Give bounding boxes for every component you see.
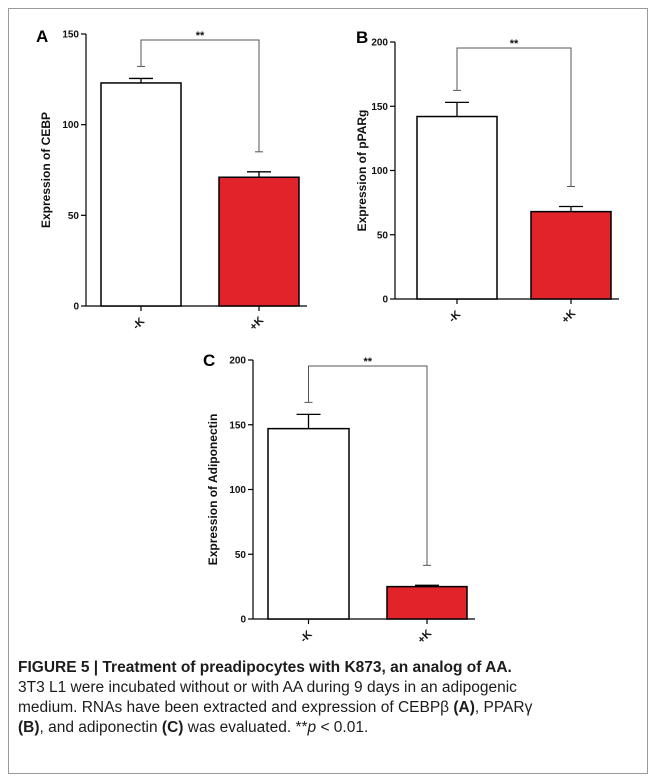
y-axis-title: Expression of pPARg	[355, 110, 369, 232]
category-label: -K	[298, 628, 315, 645]
ref-a: (A)	[453, 699, 475, 716]
category-label: +K	[416, 628, 435, 647]
ref-b: (B)	[18, 719, 40, 736]
significance-bracket	[140, 39, 260, 152]
caption-title: FIGURE 5 | Treatment of preadipocytes wi…	[18, 659, 512, 676]
bar-plus-k	[386, 585, 468, 620]
y-tick-label: 100	[229, 485, 246, 496]
bar-minus-k	[100, 82, 182, 307]
y-tick-label: 200	[371, 38, 388, 49]
significance-label: **	[510, 38, 519, 50]
y-tick-label: 200	[229, 356, 246, 367]
y-tick-label: 100	[371, 166, 388, 177]
figure-caption: FIGURE 5 | Treatment of preadipocytes wi…	[18, 658, 640, 738]
bar-minus-k	[416, 115, 498, 300]
category-label: +K	[560, 308, 579, 327]
panel-letter: C	[203, 351, 215, 370]
significance-bracket	[308, 365, 428, 566]
y-axis-title: Expression of CEBP	[39, 112, 53, 228]
y-tick-label: 100	[62, 120, 79, 131]
y-tick-label: 0	[382, 295, 388, 306]
y-tick-label: 50	[68, 211, 80, 222]
y-tick-label: 0	[73, 302, 79, 313]
y-tick-label: 50	[377, 230, 389, 241]
panel-letter: A	[36, 27, 48, 46]
caption-body: 3T3 L1 were incubated without or with AA…	[18, 679, 533, 736]
ref-c: (C)	[161, 719, 184, 736]
y-tick-label: 50	[235, 550, 247, 561]
panel-letter: B	[356, 28, 368, 47]
chart-panel-a: A 0 50 100 150 Expression of CEBP -K +K **	[36, 27, 307, 333]
figure-charts: A 0 50 100 150 Expression of CEBP -K +K ** B 0 50 10…	[36, 27, 619, 646]
significance-label: **	[196, 30, 205, 42]
y-axis-title: Expression of Adiponectin	[206, 414, 220, 566]
bar-plus-k	[218, 176, 300, 307]
bar-plus-k	[530, 210, 612, 300]
bar-minus-k	[267, 427, 350, 620]
y-tick-label: 150	[371, 102, 388, 113]
significance-label: **	[363, 356, 372, 368]
chart-panel-b: B 0 50 100 150 200 Expression of pPARg -K +K **	[355, 28, 619, 326]
category-label: -K	[131, 315, 148, 332]
significance-bracket	[456, 47, 572, 187]
y-tick-label: 0	[240, 615, 246, 626]
category-label: -K	[447, 308, 464, 325]
chart-panel-c: C 0 50 100 150 200 Expression of Adiponectin -K…	[203, 351, 475, 646]
y-tick-label: 150	[229, 420, 246, 431]
category-label: +K	[248, 315, 267, 334]
y-tick-label: 150	[62, 30, 79, 41]
